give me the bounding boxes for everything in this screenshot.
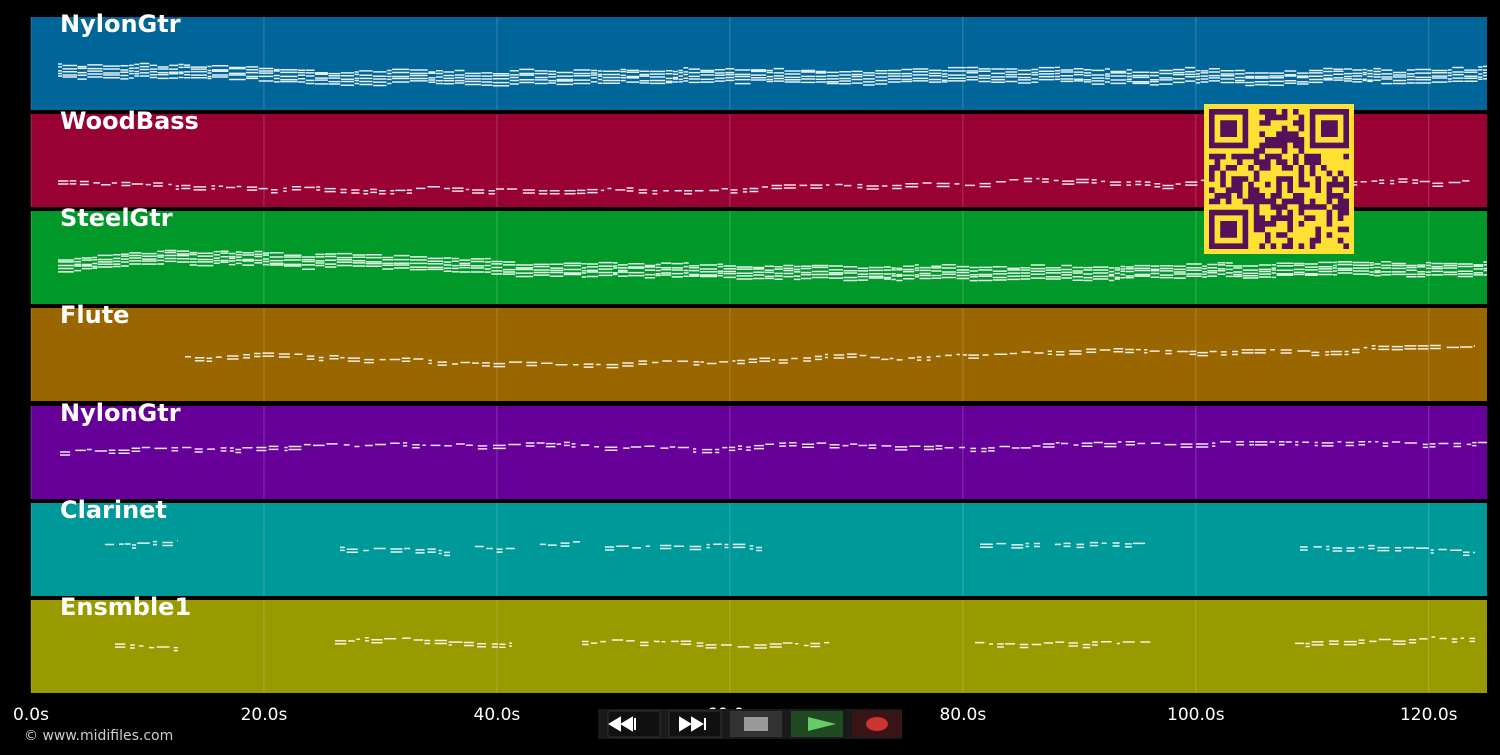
track-name: Flute [60, 301, 129, 329]
record-button[interactable] [852, 711, 902, 737]
notes [105, 540, 1475, 557]
track-name: NylonGtr [60, 10, 181, 38]
stop-button[interactable] [730, 711, 782, 737]
transport-controls [598, 709, 902, 739]
qr-code [1204, 104, 1354, 254]
notes [58, 177, 1470, 195]
notes [58, 249, 1487, 282]
track-lane [31, 17, 1487, 110]
notes [185, 344, 1475, 369]
notes [58, 62, 1487, 87]
x-tick-label: 40.0s [474, 705, 521, 725]
copyright: © www.midifiles.com [24, 728, 173, 744]
x-tick-label: 20.0s [241, 705, 288, 725]
track-name: Ensmble1 [60, 593, 191, 621]
qr-modules [1209, 109, 1349, 249]
x-tick-label: 80.0s [939, 705, 986, 725]
notes [115, 636, 1475, 652]
x-tick-label: 120.0s [1400, 705, 1458, 725]
track-lane [31, 600, 1487, 693]
track-lane [31, 406, 1487, 499]
track-name: Clarinet [60, 496, 167, 524]
forward-button[interactable] [668, 710, 722, 738]
play-button[interactable] [791, 711, 843, 737]
track-name: SteelGtr [60, 204, 173, 232]
track-name: NylonGtr [60, 399, 181, 427]
notes [60, 441, 1487, 456]
rewind-button[interactable] [607, 710, 661, 738]
track-lane [31, 503, 1487, 596]
x-tick-label: 0.0s [13, 705, 49, 725]
x-tick-label: 100.0s [1167, 705, 1225, 725]
track-lane [31, 308, 1487, 401]
track-name: WoodBass [60, 107, 199, 135]
